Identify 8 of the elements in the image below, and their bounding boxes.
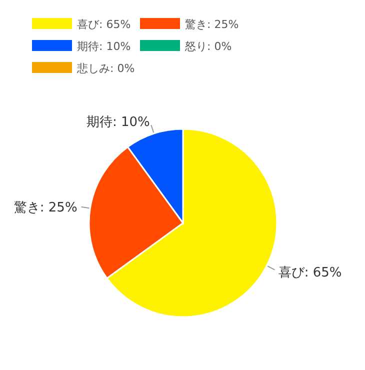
legend-label: 驚き: 25%	[185, 18, 239, 31]
legend-label: 喜び: 65%	[77, 18, 131, 31]
legend-label: 期待: 10%	[77, 40, 131, 53]
slice-label: 喜び: 65%	[278, 266, 342, 281]
legend-label: 悲しみ: 0%	[76, 62, 135, 75]
legend-label: 怒り: 0%	[184, 40, 232, 53]
slice-label: 期待: 10%	[86, 115, 150, 130]
slice-label: 驚き: 25%	[14, 200, 78, 216]
